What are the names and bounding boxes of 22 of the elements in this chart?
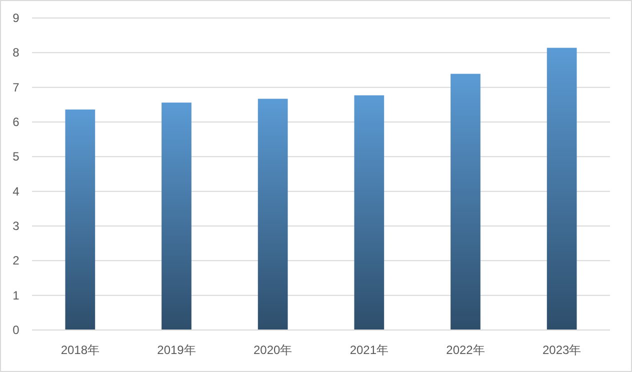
y-tick-label: 7 [12, 80, 20, 94]
bar [65, 110, 96, 330]
x-tick-label: 2018年 [60, 343, 100, 357]
x-tick-label: 2022年 [446, 343, 485, 357]
x-tick-label: 2020年 [253, 343, 292, 357]
bar [258, 98, 288, 330]
y-tick-label: 2 [12, 254, 20, 268]
x-tick-label: 2023年 [542, 343, 582, 357]
y-tick-label: 1 [12, 288, 20, 302]
y-tick-label: 6 [12, 115, 20, 129]
y-tick-label: 8 [12, 46, 20, 60]
y-tick-label: 0 [12, 323, 20, 337]
y-tick-label: 4 [12, 184, 20, 198]
bar [162, 102, 192, 330]
x-tick-label: 2021年 [350, 343, 389, 357]
y-tick-label: 5 [12, 150, 20, 164]
bar [354, 95, 384, 330]
y-tick-label: 9 [12, 11, 20, 25]
y-tick-label: 3 [12, 219, 20, 233]
bar [450, 74, 480, 330]
bar [546, 48, 577, 330]
x-tick-label: 2019年 [157, 343, 196, 357]
